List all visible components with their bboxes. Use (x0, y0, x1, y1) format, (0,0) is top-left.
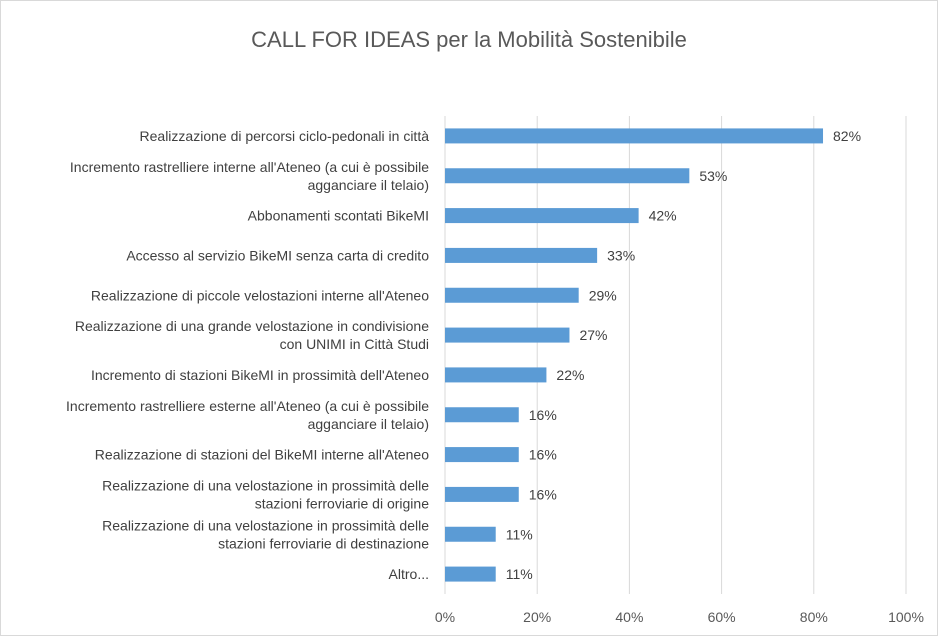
category-label: Incremento rastrelliere interne all'Aten… (70, 159, 429, 175)
data-label: 33% (607, 247, 635, 263)
bar (445, 128, 824, 144)
data-label: 11% (506, 566, 533, 582)
category-label: Incremento di stazioni BikeMI in prossim… (91, 367, 429, 383)
bar (445, 247, 598, 263)
bar (445, 447, 519, 463)
bar (445, 566, 496, 582)
x-tick-label: 80% (800, 609, 828, 625)
category-label: stazioni ferroviarie di origine (255, 495, 430, 511)
category-label: Realizzazione di una velostazione in pro… (102, 517, 429, 533)
data-label: 42% (649, 208, 677, 224)
data-label: 16% (529, 447, 557, 463)
category-label: Realizzazione di una velostazione in pro… (102, 477, 429, 493)
data-label: 11% (506, 526, 533, 542)
category-label: Altro... (389, 566, 429, 582)
bar (445, 486, 519, 502)
category-label: Accesso al servizio BikeMI senza carta d… (126, 247, 429, 263)
category-label: stazioni ferroviarie di destinazione (218, 535, 429, 551)
bar (445, 526, 496, 542)
x-tick-label: 0% (435, 609, 455, 625)
category-label: Incremento rastrelliere esterne all'Aten… (66, 398, 429, 414)
bar (445, 287, 579, 303)
chart-title: CALL FOR IDEAS per la Mobilità Sostenibi… (251, 27, 687, 52)
x-tick-label: 40% (615, 609, 643, 625)
bar (445, 407, 519, 423)
bar (445, 208, 639, 224)
category-label: Realizzazione di piccole velostazioni in… (91, 287, 429, 303)
category-label: Realizzazione di percorsi ciclo-pedonali… (140, 128, 430, 144)
data-label: 16% (529, 486, 557, 502)
category-label: agganciare il telaio) (308, 416, 429, 432)
bar (445, 327, 570, 343)
category-label: agganciare il telaio) (308, 177, 429, 193)
x-tick-label: 100% (888, 609, 924, 625)
bar (445, 168, 690, 184)
data-label: 53% (699, 168, 727, 184)
category-label: con UNIMI in Città Studi (280, 336, 429, 352)
data-label: 82% (833, 128, 861, 144)
data-label: 16% (529, 407, 557, 423)
category-label: Abbonamenti scontati BikeMI (248, 208, 429, 224)
data-label: 27% (579, 327, 607, 343)
category-label: Realizzazione di una grande velostazione… (75, 318, 429, 334)
data-label: 29% (589, 287, 617, 303)
category-label: Realizzazione di stazioni del BikeMI int… (95, 447, 429, 463)
x-tick-label: 20% (523, 609, 551, 625)
data-label: 22% (556, 367, 584, 383)
bar (445, 367, 547, 383)
x-tick-label: 60% (708, 609, 736, 625)
